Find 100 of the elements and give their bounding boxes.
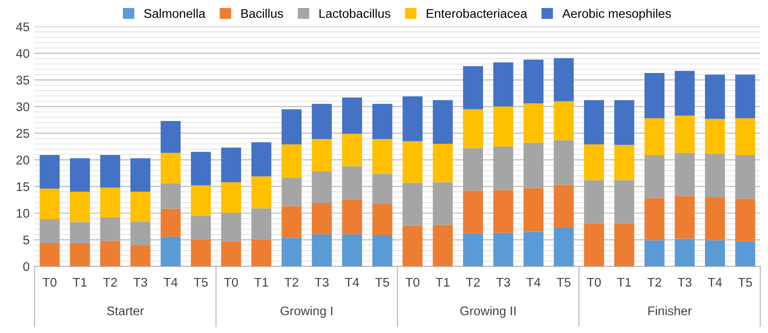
bar [584, 180, 604, 224]
x-tick-label: T1 [254, 278, 268, 287]
bar [282, 206, 302, 238]
bar [704, 154, 725, 198]
bar [463, 109, 484, 148]
bar [40, 218, 60, 243]
bar [251, 208, 272, 240]
bar [251, 142, 272, 176]
text: Starter [107, 306, 144, 316]
bar [614, 100, 634, 145]
bar [160, 152, 181, 184]
bar [402, 226, 423, 266]
bar [372, 234, 392, 266]
bar [463, 233, 484, 266]
bar [554, 228, 574, 266]
x-tick-label: T3 [314, 278, 329, 287]
bar [614, 144, 634, 180]
bar [584, 224, 604, 266]
x-tick-label: T4 [526, 278, 540, 287]
bar [282, 178, 302, 206]
x-tick-label: T2 [647, 278, 662, 287]
x-tick-label: T3 [678, 278, 692, 287]
bar [644, 118, 664, 156]
bar [190, 152, 211, 186]
x-tick-label: T0 [406, 278, 420, 287]
bar [704, 74, 725, 119]
bar [40, 155, 60, 189]
bar [190, 239, 211, 266]
bar [40, 242, 60, 266]
bar [312, 139, 332, 172]
x-tick-label: T5 [375, 278, 390, 287]
bar [432, 100, 453, 144]
x-tick-label: T2 [466, 278, 480, 287]
bar [524, 188, 544, 232]
x-tick-label: T0 [42, 278, 56, 287]
bar [70, 243, 90, 266]
bar [372, 204, 392, 235]
bar [644, 240, 664, 266]
bar [735, 241, 756, 266]
bar [644, 155, 664, 198]
bar [463, 66, 484, 110]
bar [342, 98, 362, 134]
bar [130, 192, 150, 222]
x-tick-label: T5 [738, 278, 752, 287]
y-tick-label: 25 [16, 129, 30, 138]
bar [614, 180, 634, 224]
y-tick-label: 0 [23, 262, 30, 272]
x-tick-label: T1 [72, 278, 87, 287]
bar [100, 155, 120, 188]
bar [100, 240, 120, 266]
bar [372, 174, 392, 204]
bar [614, 224, 634, 266]
bar [493, 146, 514, 190]
x-tick-label: T1 [436, 278, 450, 287]
bar [221, 241, 242, 266]
bar [735, 198, 756, 242]
bar [312, 104, 332, 140]
bar [402, 141, 423, 183]
x-tick-label: T2 [284, 278, 298, 287]
bar [432, 182, 453, 225]
x-tick-label: T0 [224, 278, 238, 287]
bar [674, 238, 695, 266]
bar [432, 224, 453, 266]
bar [100, 188, 120, 218]
bar [312, 234, 332, 266]
bar [160, 208, 181, 237]
bar [342, 134, 362, 166]
bar [282, 238, 302, 266]
bar [130, 245, 150, 266]
bar [554, 58, 574, 102]
bar [160, 236, 181, 266]
bar [524, 142, 544, 188]
bar [432, 144, 453, 182]
bar [554, 101, 574, 140]
bar [644, 72, 664, 118]
bar [493, 106, 514, 147]
bar [402, 182, 423, 226]
bar [644, 198, 664, 240]
x-tick-label: T5 [556, 278, 571, 287]
bar [524, 103, 544, 143]
y-tick-label: 30 [16, 102, 30, 112]
bar [704, 118, 725, 154]
bar [100, 217, 120, 241]
bar [342, 166, 362, 200]
legend-label: Enterobacteriacea [426, 8, 528, 18]
bar [70, 192, 90, 222]
x-tick-label: T2 [103, 278, 117, 287]
y-tick-label: 10 [16, 208, 30, 218]
text: Growing II [460, 306, 516, 318]
bar [342, 199, 362, 234]
bar [130, 158, 150, 192]
bar [493, 232, 514, 266]
y-tick-label: 40 [16, 49, 30, 58]
bar [312, 202, 332, 234]
bar [524, 60, 544, 104]
bar [282, 109, 302, 144]
bar [312, 172, 332, 203]
bar [160, 120, 181, 153]
bar [674, 152, 695, 196]
bar [130, 222, 150, 246]
